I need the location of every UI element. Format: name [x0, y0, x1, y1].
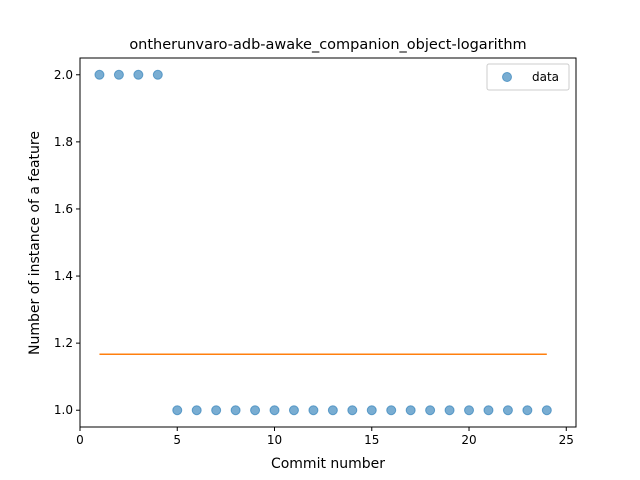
data-point [502, 405, 513, 416]
data-point [386, 405, 397, 416]
data-point [94, 69, 105, 80]
data-point [483, 405, 494, 416]
data-point [250, 405, 261, 416]
data-point [288, 405, 299, 416]
y-tick-label: 1.4 [54, 269, 73, 283]
legend-marker [502, 72, 512, 82]
data-point [113, 69, 124, 80]
legend-box [486, 63, 570, 91]
data-point [269, 405, 280, 416]
y-axis-label: Number of instance of a feature [27, 131, 43, 355]
data-point [464, 405, 475, 416]
plot-marks [94, 69, 552, 416]
x-tick-label: 10 [267, 433, 282, 447]
data-point [152, 69, 163, 80]
data-point [366, 405, 377, 416]
data-point [327, 405, 338, 416]
x-tick-label: 5 [173, 433, 181, 447]
data-point [425, 405, 436, 416]
x-axis-label: Commit number [271, 456, 385, 472]
y-axis-ticks: 1.0 1.2 1.4 1.6 1.8 2.0 [54, 68, 80, 417]
data-point [191, 405, 202, 416]
y-tick-label: 1.6 [54, 202, 73, 216]
data-point [541, 405, 552, 416]
data-point [347, 405, 358, 416]
x-axis-ticks: 0 5 10 15 20 25 [76, 427, 574, 447]
data-point [308, 405, 319, 416]
y-tick-label: 1.2 [54, 336, 73, 350]
data-point [211, 405, 222, 416]
x-tick-label: 20 [461, 433, 476, 447]
data-point [522, 405, 533, 416]
chart-title: ontherunvaro-adb-awake_companion_object-… [129, 37, 526, 53]
y-tick-label: 1.8 [54, 135, 73, 149]
x-tick-label: 25 [559, 433, 574, 447]
legend: data [486, 63, 570, 91]
x-tick-label: 15 [364, 433, 379, 447]
data-point [444, 405, 455, 416]
legend-label: data [532, 70, 559, 84]
data-point [230, 405, 241, 416]
x-tick-label: 0 [76, 433, 84, 447]
data-point [405, 405, 416, 416]
data-point [133, 69, 144, 80]
plot-frame [79, 57, 577, 428]
y-tick-label: 1.0 [54, 403, 73, 417]
y-tick-label: 2.0 [54, 68, 73, 82]
data-point [172, 405, 183, 416]
